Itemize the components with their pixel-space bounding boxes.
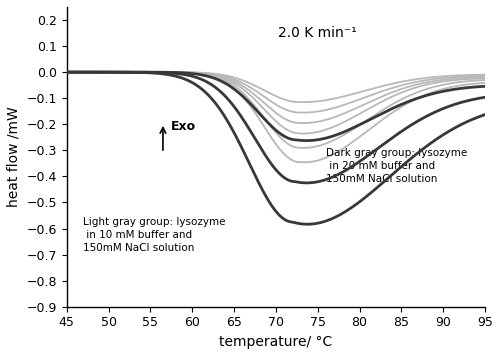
- X-axis label: temperature/ °C: temperature/ °C: [220, 335, 332, 349]
- Text: Exo: Exo: [172, 120, 196, 134]
- Y-axis label: heat flow /mW: heat flow /mW: [7, 106, 21, 207]
- Text: Light gray group: lysozyme
 in 10 mM buffer and
150mM NaCl solution: Light gray group: lysozyme in 10 mM buff…: [84, 216, 226, 253]
- Text: 2.0 K min⁻¹: 2.0 K min⁻¹: [278, 26, 357, 41]
- Text: Dark gray group: lysozyme
 in 20 mM buffer and
150mM NaCl solution: Dark gray group: lysozyme in 20 mM buffe…: [326, 148, 468, 184]
